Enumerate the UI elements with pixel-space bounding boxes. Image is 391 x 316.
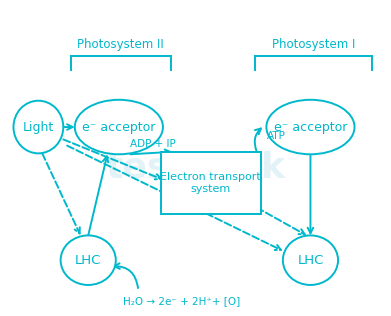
Text: testbook: testbook — [106, 150, 285, 184]
Ellipse shape — [266, 100, 355, 154]
Text: e⁻ acceptor: e⁻ acceptor — [82, 120, 156, 134]
Text: e⁻ acceptor: e⁻ acceptor — [274, 120, 347, 134]
Text: ATP: ATP — [267, 131, 285, 141]
Ellipse shape — [13, 101, 63, 153]
Text: Photosystem II: Photosystem II — [77, 38, 164, 51]
Text: ADP + IP: ADP + IP — [131, 139, 176, 149]
Text: Light: Light — [23, 120, 54, 134]
Text: H₂O → 2e⁻ + 2H⁺+ [O]: H₂O → 2e⁻ + 2H⁺+ [O] — [123, 296, 240, 306]
Text: LHC: LHC — [75, 254, 101, 267]
Ellipse shape — [61, 235, 116, 285]
Ellipse shape — [283, 235, 338, 285]
Text: Photosystem I: Photosystem I — [272, 38, 355, 51]
Text: Electron transport
system: Electron transport system — [160, 172, 261, 194]
FancyBboxPatch shape — [161, 152, 261, 214]
Ellipse shape — [75, 100, 163, 154]
Text: LHC: LHC — [297, 254, 324, 267]
